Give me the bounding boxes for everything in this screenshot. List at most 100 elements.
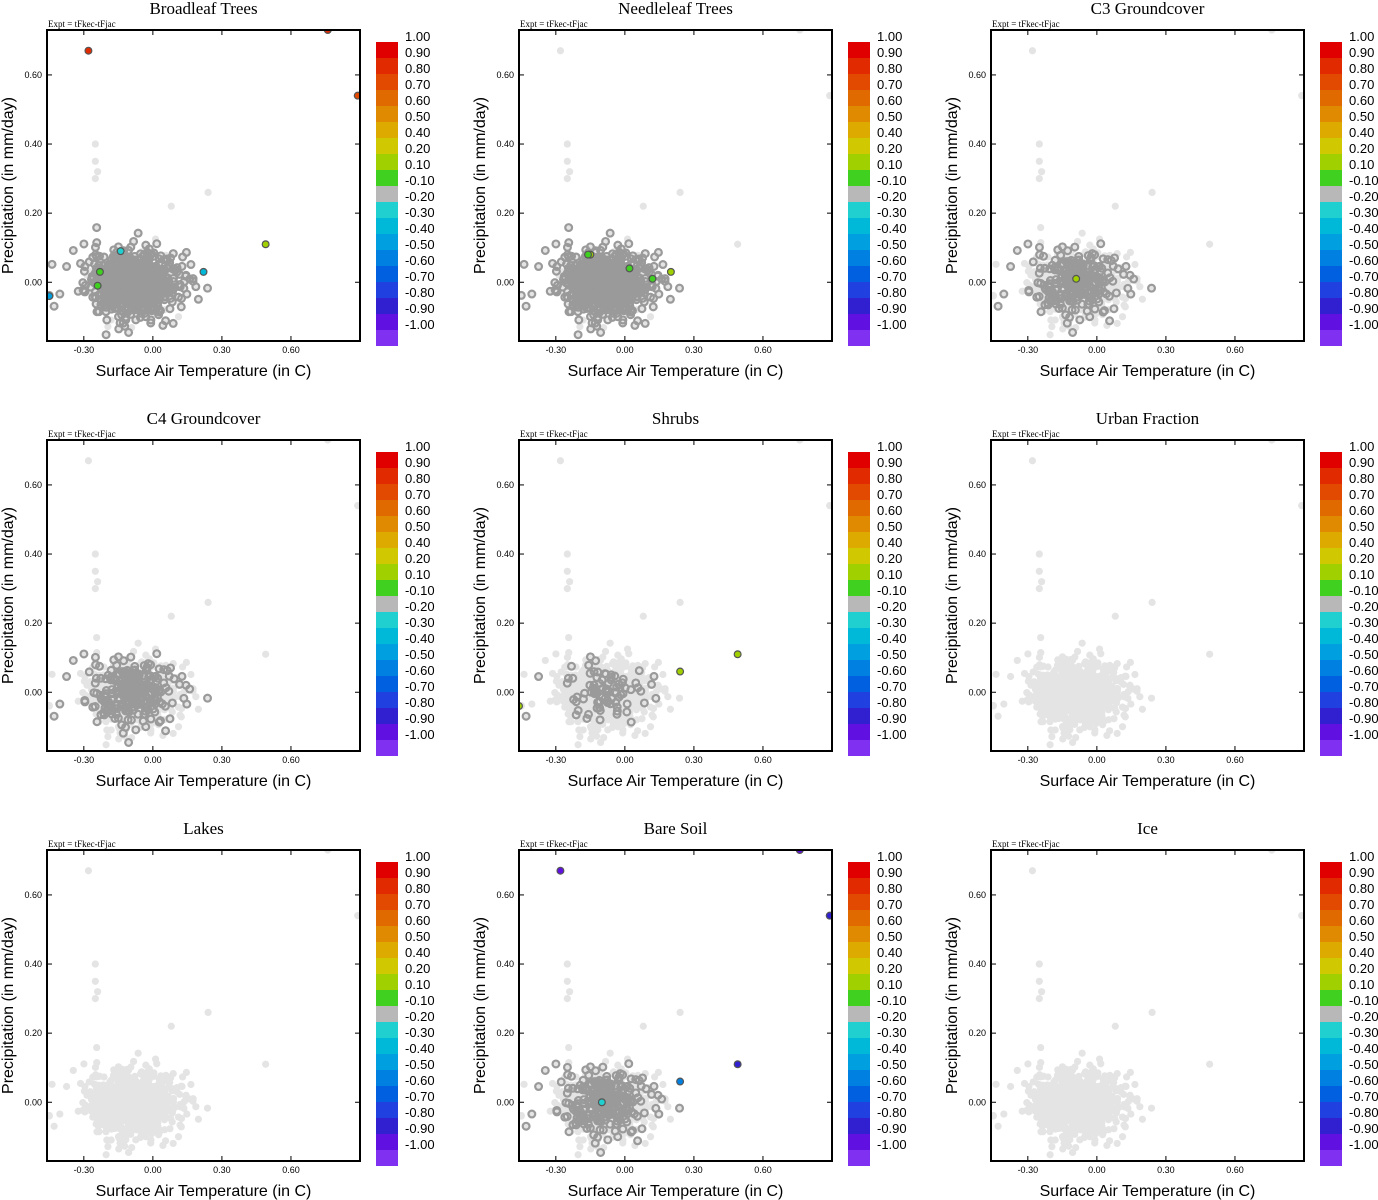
data-point — [560, 274, 570, 284]
data-point — [1090, 304, 1100, 314]
data-point — [168, 318, 178, 328]
data-point — [126, 254, 136, 264]
x-tick-label: 0.00 — [144, 345, 162, 355]
data-point — [104, 322, 112, 331]
colorbar-label: 0.90 — [405, 45, 430, 60]
scatter-points — [991, 30, 1304, 339]
data-point — [648, 302, 658, 312]
data-point — [992, 260, 1000, 268]
data-point — [600, 259, 610, 269]
colorbar-label: 0.80 — [405, 61, 430, 76]
data-point — [1120, 301, 1128, 309]
data-point — [134, 639, 142, 647]
data-point — [131, 315, 141, 325]
data-point — [68, 245, 78, 255]
data-point — [1075, 315, 1085, 325]
colorbar-swatch — [848, 106, 870, 122]
data-point — [134, 270, 144, 280]
colorbar-swatch — [376, 42, 398, 58]
data-point — [650, 252, 660, 262]
colorbar-swatch — [1320, 154, 1342, 170]
data-point — [548, 258, 558, 268]
data-point — [569, 284, 579, 294]
colorbar-swatch — [376, 218, 398, 234]
data-point — [564, 238, 574, 248]
y-tick-label: 0.00 — [968, 277, 986, 287]
data-point — [1147, 283, 1157, 293]
data-point — [1035, 263, 1045, 273]
data-point — [151, 274, 161, 284]
data-point — [124, 245, 134, 255]
data-point — [115, 318, 125, 328]
colorbar-label: -0.80 — [877, 285, 907, 300]
data-point — [519, 259, 529, 269]
colorbar-label: 0.60 — [1349, 93, 1374, 108]
data-point — [603, 315, 613, 325]
colorbar-swatch — [376, 170, 398, 186]
data-point — [155, 284, 165, 294]
data-point — [1037, 223, 1045, 232]
data-point — [1062, 318, 1072, 328]
data-point — [47, 259, 57, 269]
data-point — [1051, 299, 1061, 309]
colorbar-swatch — [376, 90, 398, 106]
data-point — [91, 174, 99, 183]
colorbar-swatch — [1320, 298, 1342, 314]
colorbar-label: -0.20 — [1349, 189, 1378, 204]
colorbar-swatch — [848, 170, 870, 186]
data-point — [187, 670, 195, 679]
data-point — [1012, 245, 1022, 255]
data-point — [561, 259, 571, 269]
y-tick-label: 0.40 — [496, 139, 514, 149]
data-point — [1070, 242, 1080, 252]
data-point — [104, 732, 112, 741]
colorbar-swatch — [1320, 330, 1342, 346]
data-point — [596, 327, 606, 337]
colorbar-label: -0.70 — [405, 269, 435, 284]
data-point — [1040, 300, 1050, 310]
data-point — [174, 723, 183, 731]
colorbar-label: 0.20 — [405, 141, 430, 156]
data-point — [182, 289, 192, 299]
data-point — [562, 242, 572, 252]
data-point — [676, 188, 684, 197]
x-tick-label: 0.30 — [213, 345, 231, 355]
colorbar-swatch — [1320, 250, 1342, 266]
highlighted-point — [261, 240, 270, 249]
colorbar-swatch — [376, 234, 398, 250]
data-point — [119, 270, 129, 280]
data-point — [166, 286, 176, 296]
highlighted-point — [584, 250, 593, 259]
colorbar: 1.000.900.800.700.600.500.400.200.10-0.1… — [376, 29, 435, 346]
data-point — [1024, 287, 1034, 297]
highlighted-point — [199, 267, 208, 276]
colorbar-swatch — [848, 90, 870, 106]
data-point — [630, 320, 640, 330]
colorbar-label: -0.20 — [877, 189, 907, 204]
data-point — [579, 299, 589, 309]
colorbar-label: 0.70 — [405, 77, 430, 92]
data-point — [176, 302, 186, 312]
colorbar-label: -0.10 — [405, 173, 435, 188]
data-point — [79, 266, 89, 276]
colorbar-label: 0.40 — [877, 125, 902, 140]
data-point — [204, 188, 212, 197]
data-point — [1123, 253, 1131, 261]
data-point — [92, 307, 102, 317]
data-point — [580, 276, 590, 286]
data-point — [1096, 239, 1106, 249]
data-point — [154, 259, 164, 269]
data-point — [109, 265, 119, 275]
data-point — [1053, 265, 1063, 275]
data-point — [92, 223, 102, 233]
colorbar-label: 1.00 — [877, 29, 902, 44]
colorbar-swatch — [848, 298, 870, 314]
colorbar-swatch — [376, 282, 398, 298]
x-tick-label: 0.60 — [754, 345, 772, 355]
data-point — [1113, 264, 1123, 274]
data-point — [165, 304, 175, 314]
colorbar-label: 0.50 — [877, 109, 902, 124]
data-point — [620, 296, 630, 306]
data-point — [1006, 262, 1016, 272]
